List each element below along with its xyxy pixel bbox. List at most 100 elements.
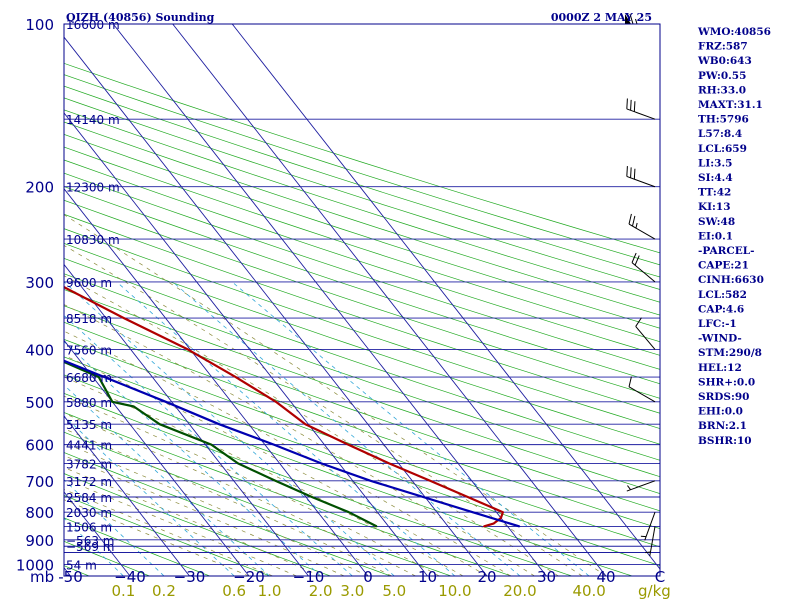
index-line: HEL:12 xyxy=(698,362,742,374)
height-level-label: 5135 m xyxy=(66,418,112,432)
height-level-label: 5880 m xyxy=(66,396,112,410)
mixing-ratio-tick-label: 3.0 xyxy=(340,582,364,600)
sounding-point xyxy=(275,401,277,403)
dry-adiabat-line xyxy=(64,172,660,370)
wind-barbs xyxy=(625,13,656,557)
mixing-ratio-unit-label: g/kg xyxy=(638,582,671,600)
dry-adiabat-line xyxy=(64,121,660,316)
mixing-ratio-axis: 0.1 0.2 0.6 1.0 2.0 3.0 5.0 10.0 20.0 40.0 xyxy=(111,582,605,600)
index-line: PW:0.55 xyxy=(698,70,746,82)
height-level-label: 2030 m xyxy=(66,506,112,520)
mixing-ratio-tick-label: 2.0 xyxy=(309,582,333,600)
index-line: SW:48 xyxy=(698,216,735,228)
temperature-tick-label: 0 xyxy=(363,568,373,586)
dry-adiabat-line xyxy=(64,159,660,356)
wind-barb-staff xyxy=(626,480,656,492)
index-line: LI:3.5 xyxy=(698,157,732,169)
index-line: CINH:6630 xyxy=(698,274,764,286)
isotherm-line xyxy=(64,36,488,576)
moist-adiabat-line xyxy=(64,412,416,576)
dry-adiabat-line xyxy=(64,517,210,576)
index-line: EHI:0.0 xyxy=(698,406,743,418)
sounding-point xyxy=(502,511,504,513)
dry-adiabat-line xyxy=(64,213,660,414)
wind-barb-staff xyxy=(628,223,656,240)
chart-datetime: 0000Z 2 MAY 25 xyxy=(551,11,652,24)
sounding-point xyxy=(304,423,307,426)
dry-adiabat-line xyxy=(64,85,660,278)
sounding-point xyxy=(311,496,313,498)
dry-adiabat-line xyxy=(64,109,660,303)
index-line: MAXT:31.1 xyxy=(698,99,763,111)
isotherm-line xyxy=(64,415,190,576)
index-line: WMO:40856 xyxy=(697,26,771,38)
wind-barb-flag xyxy=(625,14,631,24)
mixing-ratio-line xyxy=(64,281,395,576)
wind-barb xyxy=(631,252,656,283)
sounding-point xyxy=(369,480,372,482)
temperature-tick-label: −30 xyxy=(174,568,206,586)
dry-adiabat-line xyxy=(64,258,660,461)
mixing-ratio-tick-label: 10.0 xyxy=(438,582,471,600)
wind-barb-full xyxy=(631,215,636,227)
wind-barb xyxy=(626,480,656,492)
index-line: -PARCEL- xyxy=(698,245,754,257)
height-level-label: 2584 m xyxy=(66,491,112,505)
height-level-label: 3172 m xyxy=(66,475,112,489)
isotherm-line xyxy=(64,263,309,576)
sounding-point xyxy=(273,443,275,446)
index-line: L57:8.4 xyxy=(698,128,742,140)
pressure-tick-label: 500 xyxy=(25,394,54,412)
sounding-point xyxy=(320,462,323,465)
wind-barb-full xyxy=(631,252,637,263)
pressure-tick-label: 100 xyxy=(25,16,54,34)
dry-adiabat-line xyxy=(64,228,660,429)
dry-adiabat-line xyxy=(64,289,660,494)
sounding-point xyxy=(234,376,237,378)
sounding-point xyxy=(165,401,167,403)
sounding-point xyxy=(471,511,474,513)
moist-adiabat-line xyxy=(64,395,440,576)
height-level-label: 9600 m xyxy=(66,276,112,290)
wind-barb-half xyxy=(635,18,638,25)
index-line: SI:4.4 xyxy=(698,172,733,184)
sounding-point xyxy=(274,480,277,482)
dry-adiabat-line xyxy=(64,146,660,343)
pressure-tick-label: 300 xyxy=(25,274,54,292)
isotherm-line xyxy=(64,339,250,576)
moist-adiabat-line xyxy=(64,330,511,576)
wind-barb-full xyxy=(633,168,636,180)
wind-barb xyxy=(635,317,656,350)
pressure-tick-label: 1000 xyxy=(16,557,54,575)
temperature-tick-label: -50 xyxy=(58,568,83,586)
sounding-point xyxy=(500,517,502,519)
sounding-point xyxy=(133,405,135,408)
mixing-ratio-tick-label: 0.6 xyxy=(222,582,246,600)
sounding-point xyxy=(347,443,350,446)
height-level-label: 1506 m xyxy=(66,520,112,534)
index-line: TT:42 xyxy=(698,187,731,199)
pressure-axis: 100 200 300 400 500 600 700 800 900 1000 xyxy=(16,16,54,575)
index-line: LCL:659 xyxy=(698,143,747,155)
mixing-ratio-tick-label: 20.0 xyxy=(503,582,536,600)
wind-barb-staff xyxy=(628,386,656,403)
pressure-tick-label: 800 xyxy=(25,504,54,522)
dry-adiabat-line xyxy=(64,494,271,576)
sounding-point xyxy=(388,462,390,465)
wind-barb-full xyxy=(626,166,628,177)
mixing-ratio-tick-label: 5.0 xyxy=(382,582,406,600)
wind-barb xyxy=(628,213,656,240)
sounding-point xyxy=(158,423,161,426)
temperature-tick-label: 30 xyxy=(537,568,556,586)
wind-barb xyxy=(640,511,656,541)
sounding-point xyxy=(492,522,495,525)
height-level-label: 4441 m xyxy=(66,439,112,453)
temperature-axis: -50 −40 −30 −20 −10 0 10 20 30 40 xyxy=(58,568,615,586)
temperature-tick-label: −40 xyxy=(114,568,146,586)
temperature-tick-label: 10 xyxy=(418,568,437,586)
dry-adiabat-line xyxy=(64,393,572,576)
moist-adiabat-line xyxy=(64,442,369,576)
height-level-label: −569 m xyxy=(66,540,114,554)
sounding-point xyxy=(111,401,114,403)
